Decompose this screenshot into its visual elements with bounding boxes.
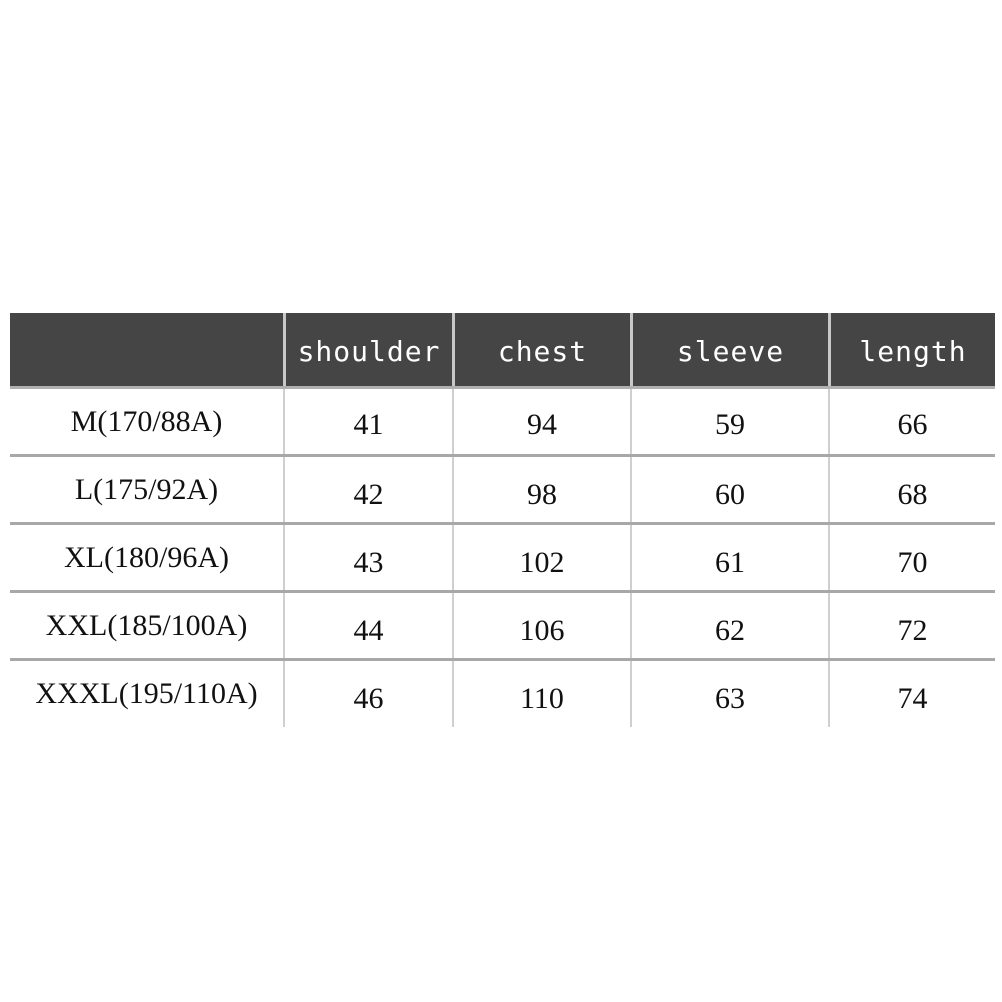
cell-sleeve: 59	[630, 389, 828, 454]
cell-size: XXL(185/100A)	[45, 608, 248, 642]
cell-chest: 106	[452, 593, 630, 658]
header-cell-blank	[10, 313, 283, 386]
cell-chest: 102	[452, 525, 630, 590]
cell-size: L(175/92A)	[74, 472, 219, 506]
cell-length: 72	[828, 593, 995, 658]
header-cell-sleeve: sleeve	[630, 313, 828, 386]
table-row: XL(180/96A) 43 102 61 70	[10, 525, 995, 593]
cell-sleeve: 62	[630, 593, 828, 658]
header-cell-shoulder: shoulder	[283, 313, 452, 386]
cell-length: 66	[828, 389, 995, 454]
cell-sleeve: 63	[630, 661, 828, 727]
table-row: L(175/92A) 42 98 60 68	[10, 457, 995, 525]
cell-shoulder: 46	[283, 661, 452, 727]
size-chart-table: shoulder chest sleeve length M(170/88A) 4…	[10, 313, 995, 727]
table-row: XXXL(195/110A) 46 110 63 74	[10, 661, 995, 727]
cell-length: 70	[828, 525, 995, 590]
cell-size: M(170/88A)	[70, 404, 223, 438]
cell-length: 74	[828, 661, 995, 727]
table-header-row: shoulder chest sleeve length	[10, 313, 995, 389]
table-row: XXL(185/100A) 44 106 62 72	[10, 593, 995, 661]
cell-sleeve: 61	[630, 525, 828, 590]
cell-chest: 110	[452, 661, 630, 727]
header-cell-length: length	[828, 313, 995, 386]
cell-sleeve: 60	[630, 457, 828, 522]
cell-size: XL(180/96A)	[64, 540, 229, 574]
cell-length: 68	[828, 457, 995, 522]
cell-shoulder: 41	[283, 389, 452, 454]
cell-shoulder: 43	[283, 525, 452, 590]
table-row: M(170/88A) 41 94 59 66	[10, 389, 995, 457]
cell-chest: 98	[452, 457, 630, 522]
cell-shoulder: 44	[283, 593, 452, 658]
cell-chest: 94	[452, 389, 630, 454]
cell-size: XXXL(195/110A)	[35, 677, 258, 710]
header-cell-chest: chest	[452, 313, 630, 386]
cell-shoulder: 42	[283, 457, 452, 522]
